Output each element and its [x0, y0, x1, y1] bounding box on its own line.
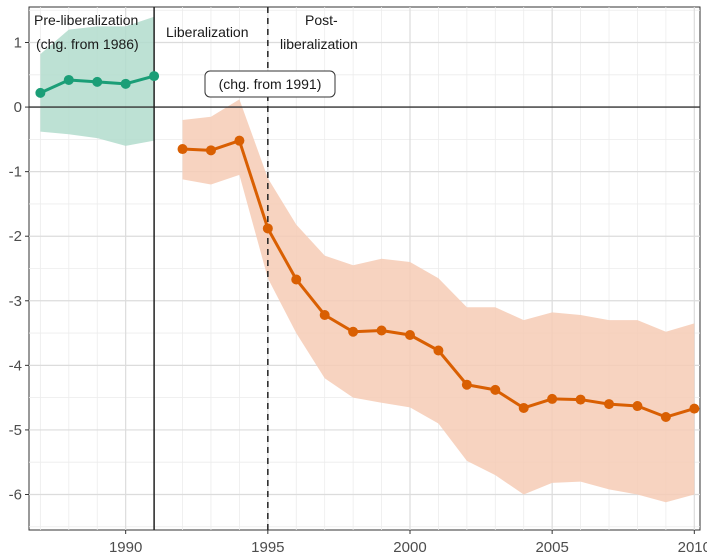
data-point: [689, 403, 700, 414]
annotation-label: (chg. from 1991): [219, 76, 322, 92]
data-point: [262, 223, 273, 234]
data-point: [518, 402, 529, 413]
data-point: [461, 379, 472, 390]
x-tick-label: 1995: [251, 539, 284, 556]
y-tick-label: 1: [14, 35, 22, 52]
annotation-box: [204, 70, 336, 98]
y-tick-label: -3: [9, 293, 22, 310]
y-tick-label: -4: [9, 357, 22, 374]
data-point: [149, 71, 160, 82]
data-points: [35, 71, 700, 423]
data-point: [433, 345, 444, 356]
data-point: [376, 325, 387, 336]
y-tick-label: -1: [9, 164, 22, 181]
y-tick-label: 0: [14, 99, 22, 116]
data-point: [63, 74, 74, 85]
period-label-pre-line2: (chg. from 1986): [36, 36, 139, 52]
y-tick-label: -6: [9, 486, 22, 503]
y-axis: 1 0 -1 -2 -3 -4 -5 -6: [9, 35, 29, 503]
data-point: [205, 145, 216, 156]
data-point: [632, 401, 643, 412]
x-tick-label: 1990: [109, 539, 142, 556]
data-point: [547, 393, 558, 404]
data-point: [291, 274, 302, 285]
data-point: [35, 87, 46, 98]
period-label-liberalization: Liberalization: [166, 24, 249, 40]
data-point: [404, 330, 415, 341]
x-tick-label: 2005: [535, 539, 568, 556]
x-tick-label: 2000: [393, 539, 426, 556]
data-point: [120, 78, 131, 89]
y-tick-label: -2: [9, 228, 22, 245]
data-point: [177, 144, 188, 155]
data-point: [234, 135, 245, 146]
period-label-post-line1: Post-: [305, 12, 338, 28]
data-point: [348, 326, 359, 337]
y-tick-label: -5: [9, 422, 22, 439]
reference-lines: [29, 7, 700, 530]
data-point: [319, 309, 330, 320]
data-point: [92, 76, 103, 87]
period-label-pre-line1: Pre-liberalization: [34, 12, 138, 28]
x-tick-label: 2010: [678, 539, 707, 556]
confidence-band-2: [182, 99, 695, 503]
data-point: [660, 412, 671, 423]
period-label-post-line2: liberalization: [280, 36, 358, 52]
data-point: [575, 394, 586, 405]
data-point: [604, 399, 615, 410]
x-axis: 1990 1995 2000 2005 2010: [109, 530, 707, 556]
data-point: [490, 384, 501, 395]
